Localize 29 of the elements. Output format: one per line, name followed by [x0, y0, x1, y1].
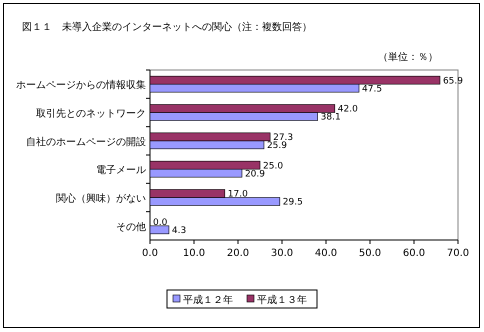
data-label: 29.5 — [282, 198, 303, 208]
data-label: 20.9 — [244, 169, 266, 180]
data-label: 38.1 — [320, 112, 341, 123]
x-tick-label: 70.0 — [446, 248, 470, 259]
data-label: 47.5 — [362, 84, 382, 94]
y-tick-label: 取引先とのネットワーク — [36, 108, 146, 120]
x-tick-label: 0.0 — [142, 248, 158, 259]
x-tick-label: 20.0 — [226, 248, 250, 259]
data-label: 25.0 — [263, 161, 284, 172]
x-tick-label: 40.0 — [314, 248, 338, 259]
y-tick-label: その他 — [116, 220, 146, 233]
x-tick-label: 60.0 — [402, 248, 426, 259]
data-label: 25.9 — [266, 141, 288, 152]
data-label: 4.3 — [172, 226, 186, 236]
x-tick-label: 30.0 — [270, 248, 294, 259]
text: （単位：％） — [378, 51, 438, 63]
y-tick-label: 自社のホームページの開設 — [26, 136, 146, 148]
legend-label: 平成１２年 — [183, 294, 233, 306]
legend-label: 平成１３年 — [257, 294, 307, 306]
data-label: 0.0 — [153, 218, 168, 228]
data-label: 42.0 — [338, 104, 358, 115]
x-tick-label: 10.0 — [182, 248, 206, 259]
data-label: 65.9 — [442, 76, 464, 86]
y-tick-label: 電子メール — [96, 165, 146, 176]
y-tick-label: ホームページからの情報収集 — [16, 79, 146, 92]
x-tick-label: 50.0 — [358, 248, 382, 259]
y-tick-label: 関心（興味）がない — [56, 192, 146, 204]
chart-title: 図１１ 未導入企業のインターネットへの関心（注：複数回答） — [22, 21, 312, 33]
data-label: 17.0 — [228, 190, 248, 200]
